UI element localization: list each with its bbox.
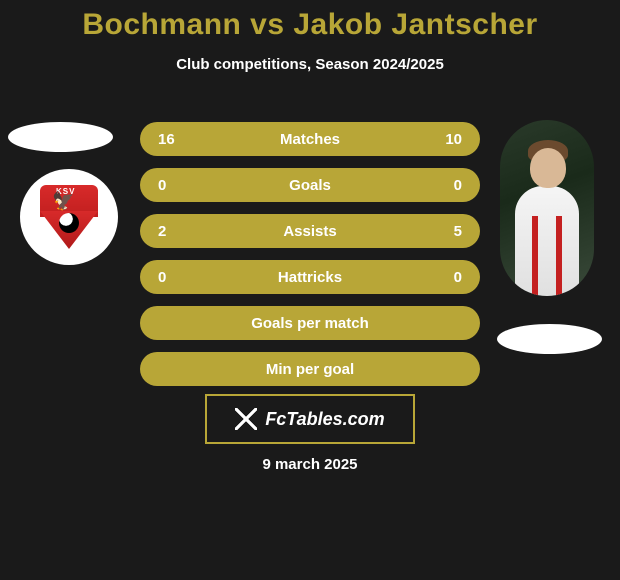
branding-link[interactable]: FcTables.com [205,394,415,444]
stat-label: Assists [198,223,422,240]
stat-left-value: 0 [158,177,198,194]
stat-right-value: 0 [422,269,462,286]
eagle-icon: 🦅 [52,191,74,212]
stat-right-value: 5 [422,223,462,240]
stat-right-value: 10 [422,131,462,148]
stat-row-gpm: Goals per match [140,306,480,340]
club-logo-left: KSV 🦅 [20,169,118,265]
player-left-name-oval [8,122,113,152]
branding-text: FcTables.com [265,409,384,430]
stat-left-value: 0 [158,269,198,286]
stats-container: 16 Matches 10 0 Goals 0 2 Assists 5 0 Ha… [140,122,480,398]
player-right-photo [500,120,594,296]
stat-left-value: 2 [158,223,198,240]
ball-icon [59,213,79,233]
subtitle: Club competitions, Season 2024/2025 [0,56,620,73]
stat-label: Goals [198,177,422,194]
stat-row-mpg: Min per goal [140,352,480,386]
stat-label: Goals per match [198,315,422,332]
date-text: 9 march 2025 [0,456,620,473]
fctables-icon [235,408,257,430]
player-right-name-oval [497,324,602,354]
stat-label: Hattricks [198,269,422,286]
shield-icon: KSV 🦅 [40,185,98,249]
stat-row-matches: 16 Matches 10 [140,122,480,156]
stat-row-hattricks: 0 Hattricks 0 [140,260,480,294]
stat-row-goals: 0 Goals 0 [140,168,480,202]
stat-row-assists: 2 Assists 5 [140,214,480,248]
page-title: Bochmann vs Jakob Jantscher [0,0,620,42]
stat-right-value: 0 [422,177,462,194]
stat-left-value: 16 [158,131,198,148]
stat-label: Min per goal [198,361,422,378]
stat-label: Matches [198,131,422,148]
